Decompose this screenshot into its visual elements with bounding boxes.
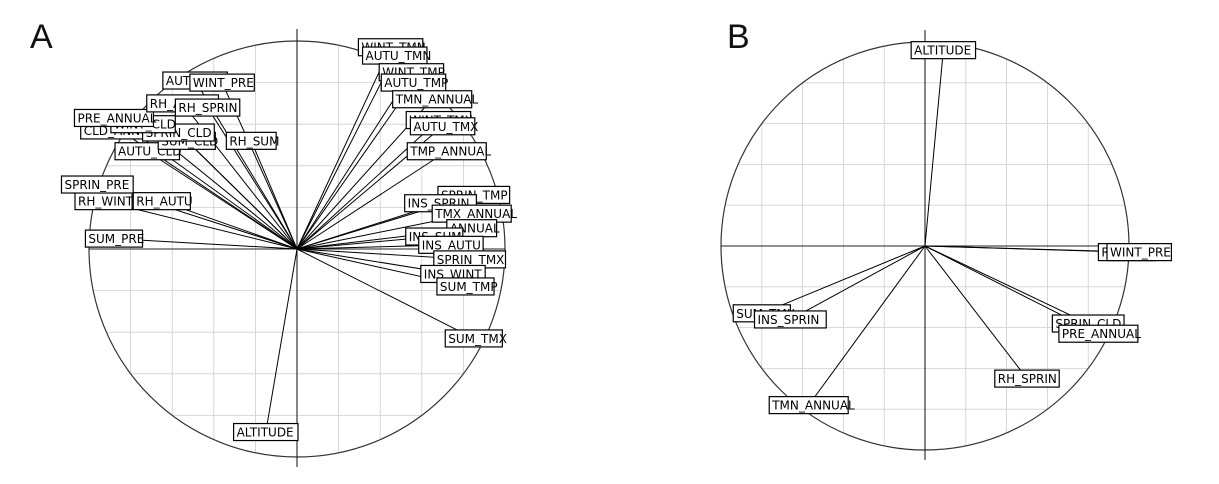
vector-label-text: SUM_PRE (88, 232, 144, 246)
vector-arrow (790, 245, 926, 319)
vector-arrow (296, 47, 391, 250)
vector-label: AUTU_TMX (409, 117, 478, 136)
vector-label-box (409, 117, 476, 136)
vector-label: TMX_ANNUAL (431, 204, 517, 223)
vector-label: WINT_PRE (1106, 243, 1173, 262)
vector-label: SPRIN_PRE (60, 175, 134, 194)
vector-arrow (924, 245, 1088, 324)
vector-arrow (266, 248, 298, 432)
vector-arrow (296, 151, 447, 250)
vector-label-box (768, 396, 849, 415)
vector-arrow (809, 245, 926, 405)
vector-label-text: INS_AUTU (422, 238, 481, 252)
vector-label: TMN_ANNUAL (392, 90, 479, 109)
vector-label-box (225, 131, 277, 150)
panel-b-letter: B (727, 18, 750, 56)
vector-label: AUTU_TMP (380, 73, 448, 92)
vector-label: PRE_ANNUAL (73, 108, 157, 128)
vector-label-text: RH_AUTU (136, 195, 192, 209)
labels: WINT_TMNAUTU_TMNWINT_TMPAUTU_TMPTMN_ANNU… (60, 38, 517, 442)
vector-label-text: WINT_PRE (193, 76, 254, 90)
vector-label: INS_AUTU (418, 235, 484, 254)
vector-label: RH_SPRIN (994, 369, 1060, 388)
vector-label-box (73, 108, 155, 128)
vector-label-text: AUTU_TMX (413, 120, 478, 134)
labels: ALTITUDERH_WINTWINT_PRESPRIN_CLDPRE_ANNU… (732, 41, 1173, 415)
vector-label-box (444, 329, 503, 348)
vector-arrow (296, 83, 413, 250)
vector-label-text: RH_SPRIN (178, 101, 237, 115)
vector-label-text: PRE_ANNUAL (77, 111, 156, 125)
correlation-circle-a: WINT_TMNAUTU_TMNWINT_TMPAUTU_TMPTMN_ANNU… (60, 29, 517, 467)
vector-label-text: AUTU_TMP (384, 76, 448, 90)
vector-label: PRE_ANNUAL (1058, 324, 1141, 343)
vector-arrow (208, 108, 298, 250)
vector-label: ALTITUDE (233, 422, 299, 442)
vector-label-text: RH_SPRIN (998, 372, 1057, 386)
vector-arrow (296, 120, 438, 250)
vector-label: TMP_ANNUAL (406, 142, 491, 161)
vector-label-text: SPRIN_TMX (437, 253, 505, 267)
vector-label-box (1058, 324, 1139, 343)
vector-label-box (132, 192, 191, 211)
vector-label-box (910, 41, 977, 60)
vector-label-box (233, 422, 299, 442)
vector-label-box (994, 369, 1060, 388)
vector-label-text: PRE_ANNUAL (1062, 327, 1141, 341)
vector-arrow (296, 248, 474, 338)
vector-label: RH_AUTU (132, 192, 193, 211)
vector-label-text: TMN_ANNUAL (771, 399, 855, 413)
vector-arrow (762, 245, 926, 313)
vector-label-text: WINT_PRE (1110, 246, 1171, 260)
vector-label: RH_SPRIN (174, 98, 241, 117)
vector-label-text: INS_SPRIN (758, 313, 820, 327)
vector-label-text: TMP_ANNUAL (409, 145, 491, 159)
vector-arrow (114, 239, 298, 250)
vector-label-box (1106, 243, 1173, 262)
vector-label-box (392, 90, 473, 109)
arrows (762, 50, 1139, 405)
vector-label-box (84, 229, 144, 248)
vector-label: SUM_PRE (84, 229, 144, 248)
vector-label-box (60, 175, 134, 194)
vector-label: SUM_TMP (436, 277, 498, 296)
vector-arrow (178, 133, 298, 250)
vector-label-text: TMN_ANNUAL (395, 93, 479, 107)
vector-label-box (406, 142, 487, 161)
vector-label: ALTITUDE (910, 41, 977, 60)
vector-label-text: ALTITUDE (237, 426, 294, 440)
vector-label-text: SPRIN_PRE (64, 178, 129, 192)
vector-label: WINT_PRE (189, 73, 255, 92)
vector-label-text: TMX_ANNUAL (434, 207, 517, 221)
vector-label-box (753, 310, 827, 329)
vector-label-text: ALTITUDE (914, 44, 971, 58)
vector-arrow (924, 245, 1027, 379)
vector-label-box (174, 98, 241, 117)
vector-label: INS_SPRIN (753, 310, 827, 329)
vector-label: SPRIN_TMX (433, 250, 507, 269)
vector-label: TMN_ANNUAL (768, 396, 855, 415)
vector-arrow (296, 56, 395, 250)
vector-label-text: RH_SUM (229, 134, 279, 148)
vector-label-box (189, 73, 255, 92)
vector-label-text: AUTU_TMN (366, 49, 432, 63)
vector-label-text: SUM_TMX (448, 332, 507, 346)
panel-a-letter: A (30, 18, 53, 56)
vector-label-text: RH_WINT (78, 195, 134, 209)
vector-arrow (924, 50, 943, 247)
vector-label-text: SUM_TMP (440, 280, 498, 294)
vector-label: RH_SUM (225, 131, 279, 150)
vector-label-box (436, 277, 495, 296)
vector-label: SUM_TMX (444, 329, 507, 348)
correlation-circle-b: ALTITUDERH_WINTWINT_PRESPRIN_CLDPRE_ANNU… (720, 30, 1173, 460)
vector-label: RH_WINT (74, 192, 134, 211)
vector-label: AUTU_TMN (361, 46, 432, 65)
